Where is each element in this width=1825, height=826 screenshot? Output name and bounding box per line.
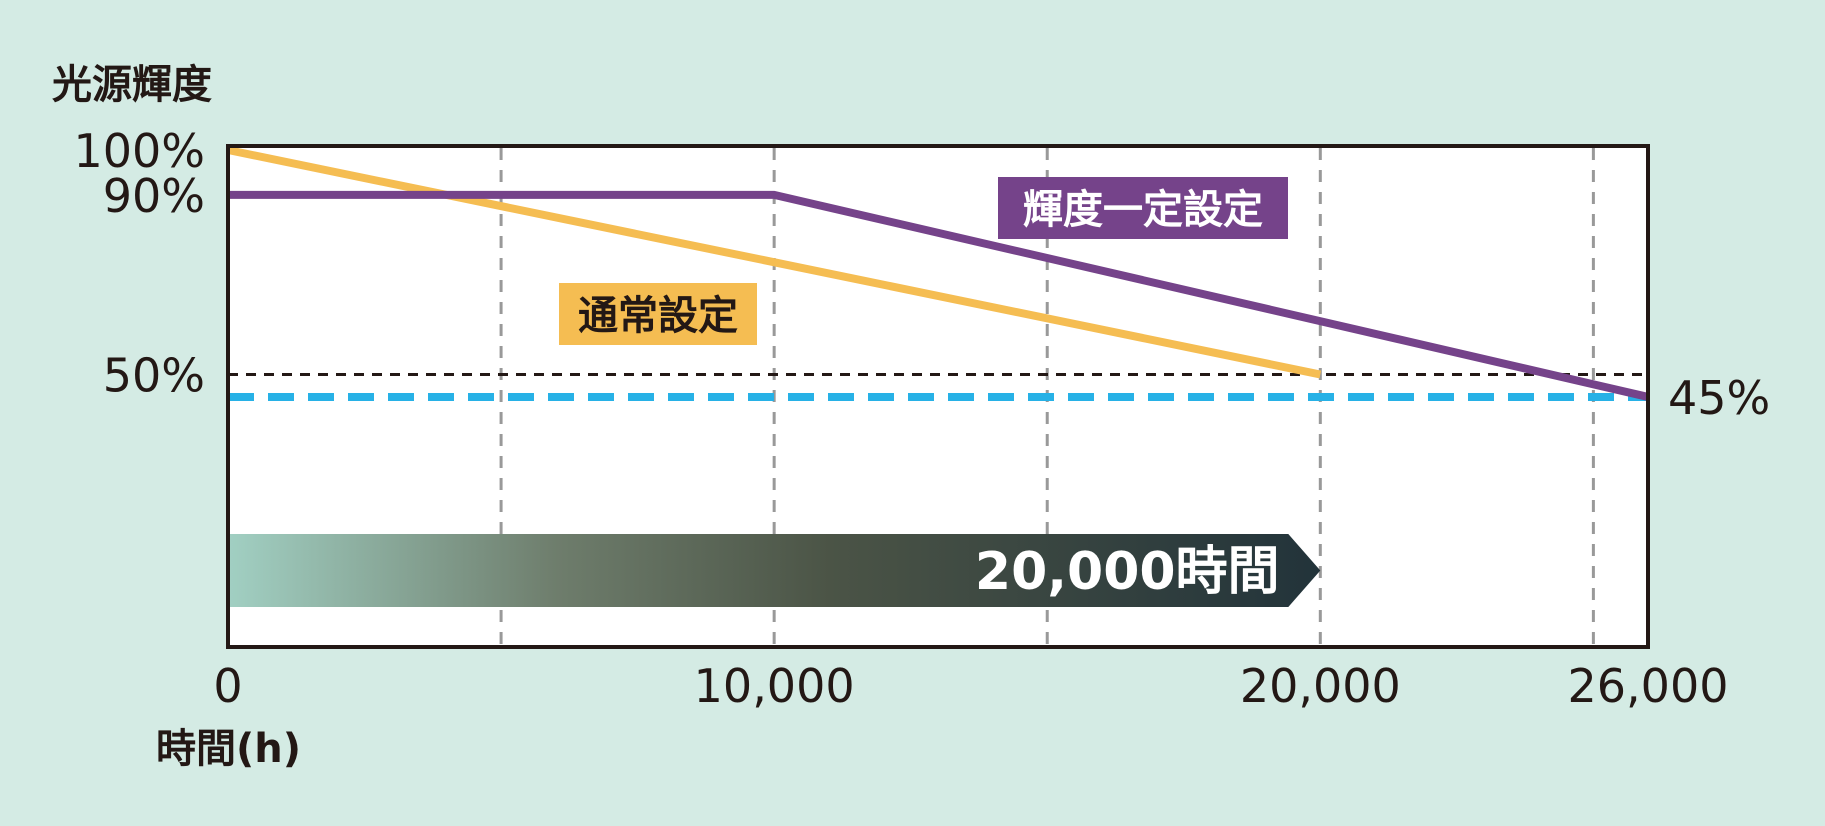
duration-band-arrow: [230, 534, 1321, 607]
x-tick-label: 0: [213, 659, 242, 713]
series-line: [228, 190, 1649, 401]
y-tick-label: 90%: [103, 169, 205, 223]
x-axis-title: 時間(h): [156, 726, 301, 772]
duration-band-label: 20,000時間: [975, 542, 1280, 602]
y-tick-label: 50%: [103, 349, 205, 403]
legend-label-constant-text: 輝度一定設定: [1023, 187, 1263, 233]
y-tick-labels: 100%90% 50%: [73, 124, 205, 403]
x-tick-label: 20,000: [1240, 659, 1401, 713]
reference-45-label: 45%: [1668, 371, 1770, 425]
legend-label-normal: 通常設定: [559, 283, 757, 345]
duration-band: 20,000時間: [230, 534, 1321, 607]
series-lines: [227, 146, 1649, 401]
y-axis-title: 光源輝度: [52, 62, 212, 108]
plot-frame: [226, 144, 1650, 649]
x-tick-label: 10,000: [694, 659, 855, 713]
x-tick-label: 26,000: [1568, 659, 1729, 713]
x-tick-labels: 0 10,000 20,000 26,000: [213, 659, 1728, 713]
series-line: [227, 146, 1322, 379]
legend-label-constant: 輝度一定設定: [998, 177, 1288, 239]
reference-lines: [228, 373, 1648, 401]
legend-label-constant-bg: [998, 177, 1288, 239]
y-tick-label: 100%: [73, 124, 205, 178]
legend-label-normal-bg: [559, 283, 757, 345]
legend-label-normal-text: 通常設定: [578, 293, 738, 339]
